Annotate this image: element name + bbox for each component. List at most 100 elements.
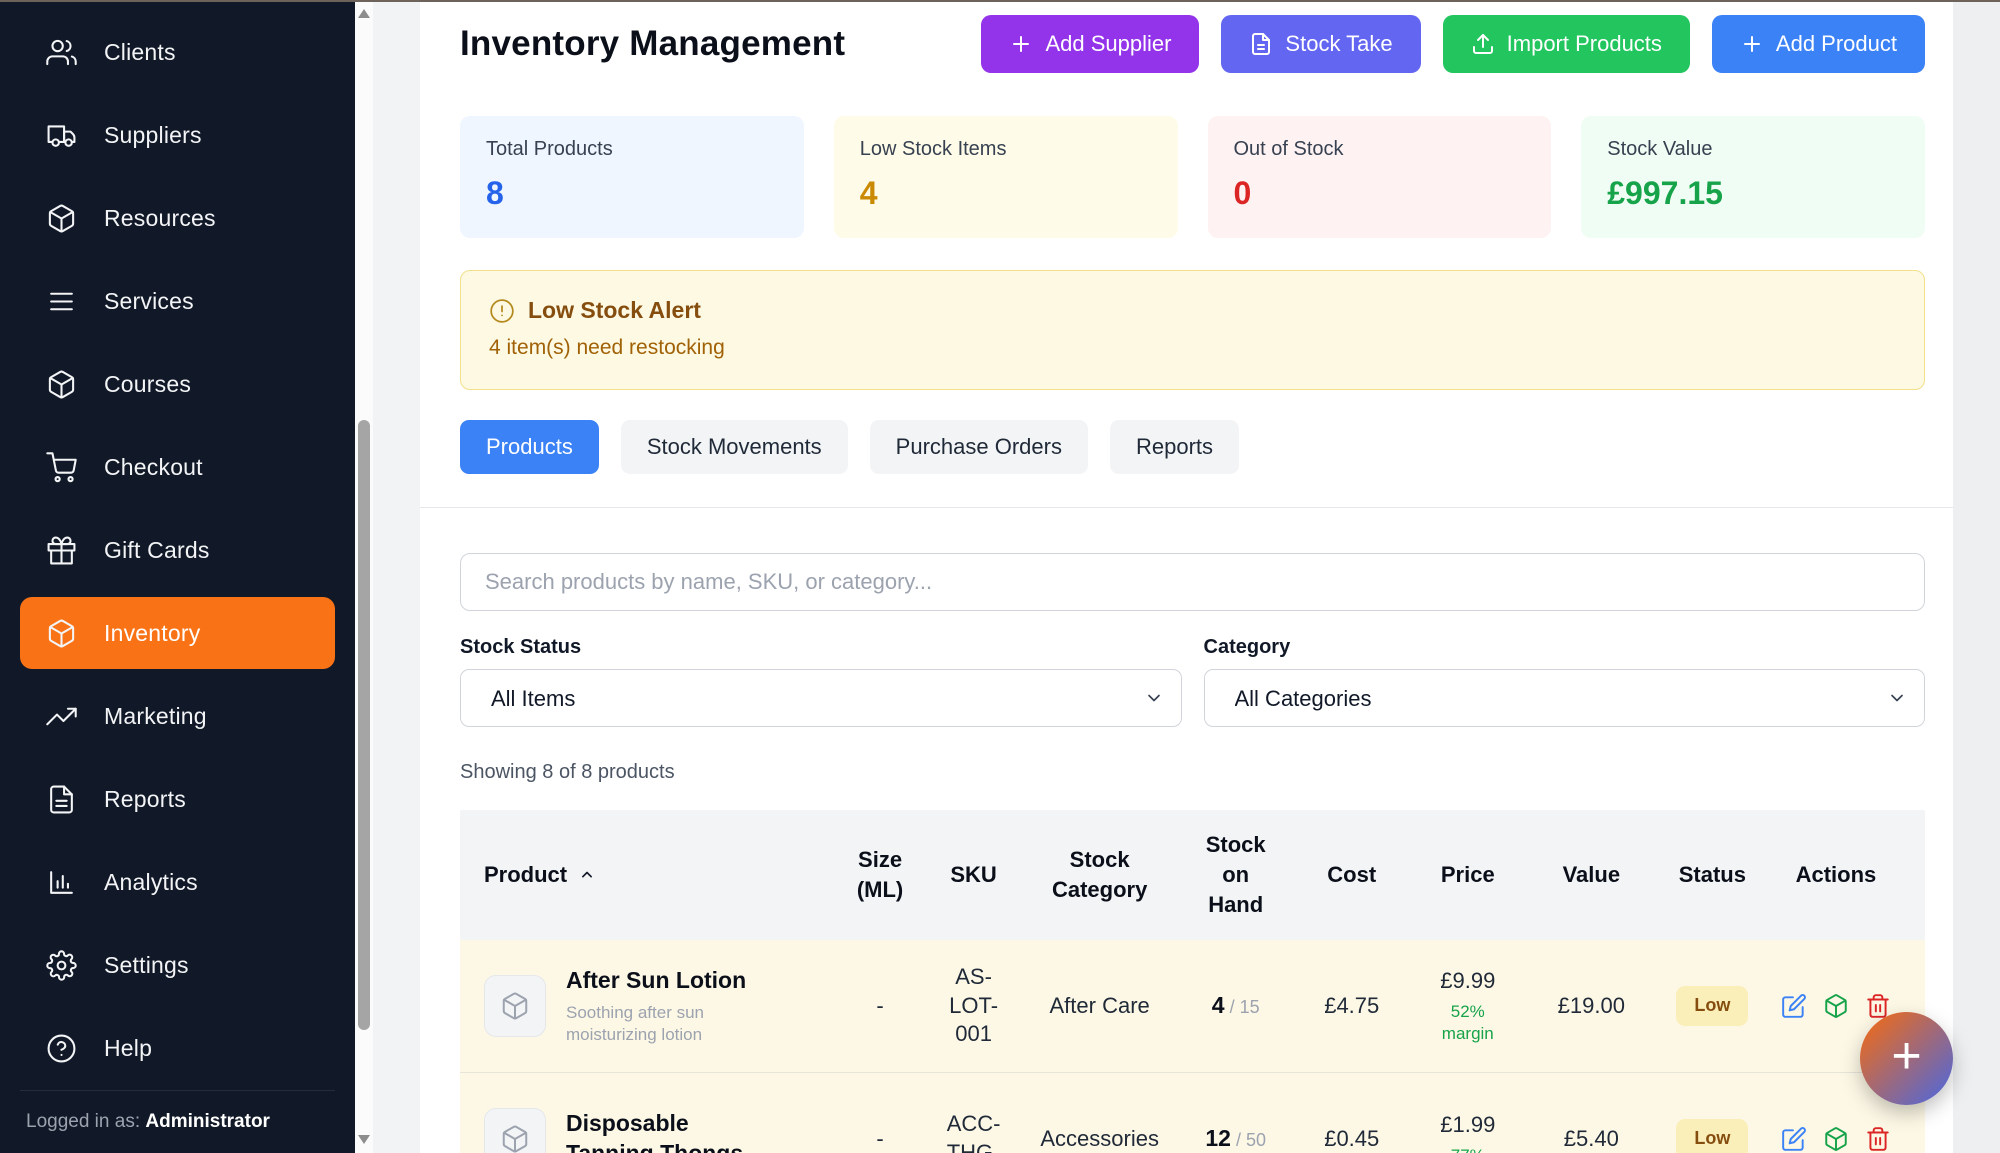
stat-value: 0 xyxy=(1233,175,1252,211)
tab-purchase-orders[interactable]: Purchase Orders xyxy=(869,420,1088,474)
row-actions xyxy=(1771,993,1901,1019)
delete-icon[interactable] xyxy=(1865,993,1891,1019)
product-cost: £4.75 xyxy=(1324,992,1380,1018)
product-size: - xyxy=(876,992,884,1018)
gear-icon xyxy=(46,949,77,981)
product-price: £1.9977% xyxy=(1410,1111,1525,1153)
sidebar-item-clients[interactable]: Clients xyxy=(20,16,335,88)
stat-label: Out of Stock xyxy=(1233,138,1344,160)
file-text-icon xyxy=(46,784,77,815)
stat-card-out-of-stock: Out of Stock 0 xyxy=(1207,116,1552,238)
stock-on-hand: 12 / 50 xyxy=(1205,1125,1266,1152)
left-gutter xyxy=(373,0,420,1153)
product-description: Soothing after sun moisturizing lotion xyxy=(566,1002,704,1044)
scrollbar-down-arrow[interactable] xyxy=(358,1135,370,1144)
package-icon xyxy=(502,992,528,1020)
column-header-value: Value xyxy=(1562,862,1621,888)
results-summary: Showing 8 of 8 products xyxy=(460,761,675,783)
cart-icon xyxy=(46,451,77,483)
tab-products[interactable]: Products xyxy=(460,420,599,474)
main-panel: Inventory Management Add Supplier Stock … xyxy=(420,0,1953,1153)
sidebar-item-analytics[interactable]: Analytics xyxy=(20,846,335,918)
column-header-actions: Actions xyxy=(1795,862,1877,888)
sidebar: Clients Suppliers Resources Services Cou… xyxy=(0,0,355,1153)
column-header-status: Status xyxy=(1678,862,1746,888)
stock-take-button[interactable]: Stock Take xyxy=(1221,15,1421,73)
product-size: - xyxy=(876,1125,884,1151)
tab-stock-movements[interactable]: Stock Movements xyxy=(620,420,848,474)
column-header-size-ml: Size (ML) xyxy=(856,847,904,902)
sidebar-item-reports[interactable]: Reports xyxy=(20,763,335,835)
list-icon xyxy=(46,286,77,317)
stock-adjust-icon[interactable] xyxy=(1823,993,1849,1019)
sidebar-item-resources[interactable]: Resources xyxy=(20,182,335,254)
sidebar-item-checkout[interactable]: Checkout xyxy=(20,431,335,503)
sidebar-item-services[interactable]: Services xyxy=(20,265,335,337)
sidebar-item-marketing[interactable]: Marketing xyxy=(20,680,335,752)
stat-value: 4 xyxy=(859,175,878,211)
search-input[interactable] xyxy=(460,553,1925,611)
edit-icon[interactable] xyxy=(1781,993,1807,1019)
stock-adjust-icon[interactable] xyxy=(1823,1126,1849,1152)
column-header-sku: SKU xyxy=(950,862,997,888)
file-icon xyxy=(1249,32,1273,56)
stat-value: 8 xyxy=(486,175,504,211)
product-category: Accessories xyxy=(1040,1125,1159,1151)
sidebar-item-suppliers[interactable]: Suppliers xyxy=(20,99,335,171)
stat-label: Stock Value xyxy=(1607,138,1713,160)
tabs-section: Products Stock Movements Purchase Orders Re… xyxy=(420,420,1953,508)
scrollbar-thumb[interactable] xyxy=(358,420,370,1030)
category-select[interactable]: All Categories xyxy=(1203,669,1925,727)
logged-in-status: Logged in as: Administrator xyxy=(20,1090,335,1133)
column-header-price: Price xyxy=(1440,862,1495,888)
add-product-button[interactable]: Add Product xyxy=(1711,15,1925,73)
stat-card-stock-value: Stock Value £997.15 xyxy=(1581,116,1925,238)
product-thumbnail xyxy=(484,1108,546,1153)
truck-icon xyxy=(46,120,77,151)
product-cost: £0.45 xyxy=(1324,1125,1380,1151)
products-table: Product Size (ML) SKU Stock Category Stock o… xyxy=(460,810,1925,1153)
add-supplier-button[interactable]: Add Supplier xyxy=(981,15,1200,73)
add-product-fab[interactable]: + xyxy=(1860,1012,1953,1105)
tabs: Products Stock Movements Purchase Orders Re… xyxy=(460,420,1925,474)
status-badge: Low xyxy=(1676,986,1749,1026)
sidebar-item-settings[interactable]: Settings xyxy=(20,929,335,1001)
sidebar-item-gift-cards[interactable]: Gift Cards xyxy=(20,514,335,586)
alert-circle-icon xyxy=(489,298,515,324)
import-products-button[interactable]: Import Products xyxy=(1442,15,1690,73)
help-circle-icon xyxy=(46,1033,77,1064)
product-price: £9.99 52% margin xyxy=(1410,967,1525,1045)
users-icon xyxy=(46,37,77,68)
tab-reports[interactable]: Reports xyxy=(1109,420,1240,474)
edit-icon[interactable] xyxy=(1781,1126,1807,1152)
stock-status-select[interactable]: All Items xyxy=(460,669,1182,727)
sort-ascending-icon xyxy=(577,865,597,885)
column-header-product[interactable]: Product xyxy=(484,860,834,890)
product-name: After Sun Lotion xyxy=(566,966,747,993)
delete-icon[interactable] xyxy=(1865,1126,1891,1152)
page-title: Inventory Management xyxy=(460,24,846,63)
category-filter: Category All Categories xyxy=(1203,636,1925,727)
sidebar-nav: Clients Suppliers Resources Services Cou… xyxy=(20,16,335,1084)
category-label: Category xyxy=(1203,636,1291,658)
stock-on-hand: 4 / 15 xyxy=(1211,992,1260,1019)
status-badge: Low xyxy=(1676,1119,1749,1153)
stock-status-filter: Stock Status All Items xyxy=(460,636,1182,727)
sidebar-item-inventory[interactable]: Inventory xyxy=(20,597,335,669)
gift-icon xyxy=(46,535,77,566)
sidebar-item-help[interactable]: Help xyxy=(20,1012,335,1084)
logged-in-prefix: Logged in as: xyxy=(26,1111,141,1132)
product-thumbnail xyxy=(484,974,546,1037)
alert-message: 4 item(s) need restocking xyxy=(489,336,725,359)
sidebar-scrollbar[interactable] xyxy=(355,0,373,1153)
sidebar-item-courses[interactable]: Courses xyxy=(20,348,335,420)
scrollbar-up-arrow[interactable] xyxy=(358,9,370,18)
stat-label: Total Products xyxy=(486,138,613,160)
table-header: Product Size (ML) SKU Stock Category Stock o… xyxy=(460,810,1925,940)
package-icon xyxy=(46,203,77,234)
upload-icon xyxy=(1471,32,1495,56)
package-icon xyxy=(46,369,77,400)
table-body: After Sun Lotion Soothing after sun mois… xyxy=(460,940,1925,1153)
plus-icon xyxy=(1009,32,1033,56)
product-value: £5.40 xyxy=(1563,1125,1619,1151)
